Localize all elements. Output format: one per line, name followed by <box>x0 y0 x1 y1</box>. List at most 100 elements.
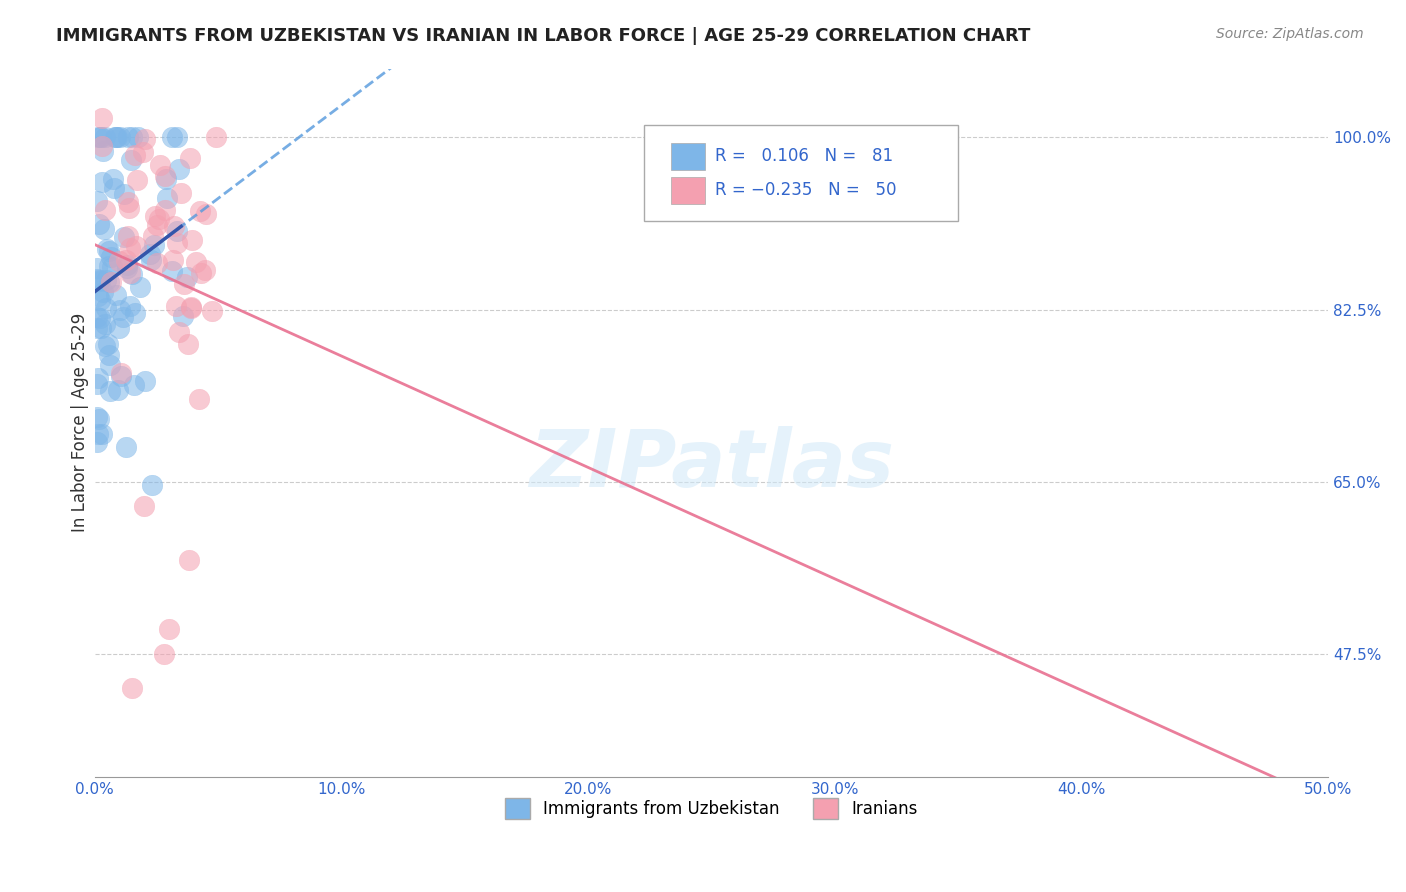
Point <box>177 337 200 351</box>
Point <box>104 130 127 145</box>
Point <box>166 130 188 145</box>
Point <box>201 304 224 318</box>
Point <box>107 383 129 397</box>
Point <box>96 301 118 316</box>
Point <box>160 130 183 145</box>
Point <box>105 130 128 145</box>
Point <box>98 358 121 372</box>
Point <box>157 622 180 636</box>
Point <box>143 238 166 252</box>
Point <box>108 321 131 335</box>
Bar <box>671 177 706 203</box>
Point <box>117 195 139 210</box>
Point <box>162 253 184 268</box>
Point <box>108 130 131 145</box>
Point <box>166 235 188 250</box>
Point <box>108 253 131 268</box>
Point <box>146 218 169 232</box>
Point <box>153 647 176 661</box>
Point <box>179 301 201 315</box>
Point <box>184 254 207 268</box>
Point <box>153 169 176 183</box>
Y-axis label: In Labor Force | Age 25-29: In Labor Force | Age 25-29 <box>72 313 89 533</box>
Point <box>120 299 142 313</box>
Point <box>89 275 111 289</box>
Point <box>104 288 127 302</box>
Point <box>129 280 152 294</box>
Point <box>118 266 141 280</box>
Point <box>134 132 156 146</box>
Point <box>121 130 143 145</box>
Legend: Immigrants from Uzbekistan, Iranians: Immigrants from Uzbekistan, Iranians <box>498 791 925 825</box>
Point <box>176 269 198 284</box>
Text: ZIPatlas: ZIPatlas <box>529 426 894 504</box>
Point <box>89 310 111 325</box>
Point <box>139 247 162 261</box>
Bar <box>671 143 706 169</box>
Point <box>98 275 121 289</box>
Point <box>160 264 183 278</box>
Point <box>124 305 146 319</box>
Point <box>104 130 127 145</box>
Point <box>90 427 112 442</box>
Point <box>112 230 135 244</box>
Point <box>153 203 176 218</box>
Point <box>141 478 163 492</box>
Point <box>86 435 108 450</box>
Point <box>97 259 120 273</box>
Point <box>98 384 121 398</box>
Point <box>94 317 117 331</box>
Point <box>188 203 211 218</box>
Point <box>155 172 177 186</box>
Point <box>108 302 131 317</box>
Point <box>134 500 156 514</box>
Point <box>97 244 120 258</box>
Point <box>101 260 124 274</box>
Point <box>180 233 202 247</box>
Point <box>87 371 110 385</box>
Text: IMMIGRANTS FROM UZBEKISTAN VS IRANIAN IN LABOR FORCE | AGE 25-29 CORRELATION CHA: IMMIGRANTS FROM UZBEKISTAN VS IRANIAN IN… <box>56 27 1031 45</box>
Point <box>90 130 112 145</box>
Point <box>103 180 125 194</box>
Point <box>94 130 117 145</box>
Point <box>146 256 169 270</box>
Point <box>169 162 191 177</box>
Point <box>87 288 110 302</box>
Point <box>86 260 108 275</box>
Point <box>173 277 195 291</box>
Point <box>190 266 212 280</box>
Point <box>112 310 135 324</box>
Point <box>96 243 118 257</box>
Point <box>124 148 146 162</box>
Point <box>170 186 193 200</box>
Text: R =   0.106   N =   81: R = 0.106 N = 81 <box>716 147 893 165</box>
Point <box>162 219 184 233</box>
Point <box>98 348 121 362</box>
Point <box>132 145 155 160</box>
FancyBboxPatch shape <box>644 125 957 221</box>
Point <box>145 210 167 224</box>
Point <box>142 229 165 244</box>
Point <box>86 194 108 208</box>
Point <box>87 412 110 426</box>
Point <box>86 272 108 286</box>
Text: Source: ZipAtlas.com: Source: ZipAtlas.com <box>1216 27 1364 41</box>
Point <box>117 261 139 276</box>
Point <box>149 158 172 172</box>
Point <box>86 321 108 335</box>
Point <box>177 553 200 567</box>
Point <box>90 320 112 334</box>
Point <box>169 326 191 340</box>
Point <box>115 252 138 267</box>
Point <box>179 152 201 166</box>
Point <box>122 377 145 392</box>
Point <box>87 273 110 287</box>
Point <box>110 368 132 383</box>
Point <box>165 299 187 313</box>
Point <box>125 173 148 187</box>
Point <box>127 130 149 145</box>
Point <box>87 217 110 231</box>
Point <box>125 239 148 253</box>
Point <box>90 139 112 153</box>
Point <box>156 191 179 205</box>
